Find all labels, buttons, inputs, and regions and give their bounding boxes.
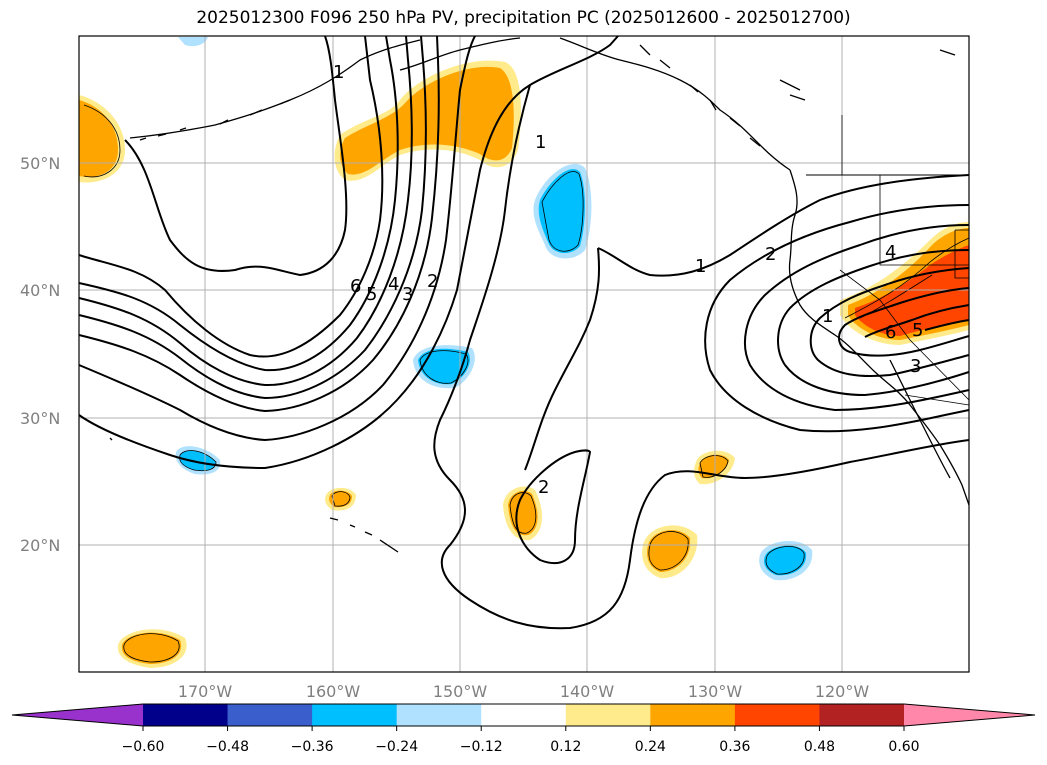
colorbar-tick-label: 0.12 (550, 739, 581, 755)
coastlines (109, 37, 970, 553)
colorbar-cell (312, 704, 398, 726)
contour-label: 6 (885, 322, 896, 343)
colorbar-extend-right (904, 704, 1035, 726)
contour-label: 4 (885, 242, 896, 263)
contour-label: 2 (538, 477, 549, 498)
precip-patch-negative (538, 169, 585, 254)
colorbar-cell (650, 704, 736, 726)
precip-shading (79, 37, 970, 668)
lat-label: 40°N (20, 281, 60, 300)
lat-label: 30°N (20, 409, 60, 428)
contour-labels: 1 1 6 5 4 3 2 1 2 4 1 6 5 3 2 (333, 62, 923, 498)
map-frame (78, 35, 970, 673)
precip-patch-positive (508, 490, 538, 536)
colorbar-tick-label: 0.48 (804, 739, 835, 755)
contour-label: 2 (765, 244, 776, 265)
colorbar-cell (481, 704, 567, 726)
colorbar-extend-left (12, 704, 143, 726)
colorbar-cell (396, 704, 482, 726)
contour-label: 2 (427, 271, 438, 292)
colorbar-tick-label: −0.48 (206, 739, 249, 755)
lon-label: 160°W (306, 682, 361, 701)
contour-label: 5 (912, 320, 923, 341)
contour-label: 1 (535, 132, 546, 153)
lat-label: 20°N (20, 536, 60, 555)
contour-label: 1 (822, 306, 833, 327)
colorbar-tick-label: −0.12 (460, 739, 503, 755)
colorbar-cell (565, 704, 651, 726)
contour-label: 1 (333, 62, 344, 83)
precip-patch-negative (178, 37, 208, 47)
lat-label: 50°N (20, 154, 60, 173)
lon-label: 140°W (560, 682, 615, 701)
colorbar: −0.60 −0.48 −0.36 −0.24 −0.12 0.12 0.24 0.36 0.4… (11, 703, 1036, 755)
colorbar-tick-label: 0.24 (635, 739, 666, 755)
colorbar-tick-label: 0.36 (719, 739, 750, 755)
contour-label: 6 (350, 276, 361, 297)
lon-label: 150°W (433, 682, 488, 701)
colorbar-cell (819, 704, 905, 726)
lon-label: 120°W (815, 682, 870, 701)
colorbar-tick-label: 0.60 (888, 739, 919, 755)
colorbar-tick-label: −0.24 (375, 739, 418, 755)
precip-patch-positive (340, 66, 514, 175)
colorbar-tick-label: −0.36 (291, 739, 334, 755)
precip-patch-positive (329, 490, 352, 508)
precip-patch-positive (647, 530, 691, 572)
pv-contours (78, 35, 970, 630)
lon-label: 170°W (178, 682, 233, 701)
graticule (79, 36, 969, 672)
contour-label: 5 (366, 284, 377, 305)
contour-label: 1 (695, 256, 706, 277)
map-title: 2025012300 F096 250 hPa PV, precipitatio… (196, 8, 851, 28)
contour-label: 3 (402, 284, 413, 305)
precip-patch-positive (79, 100, 118, 177)
colorbar-cell (227, 704, 313, 726)
colorbar-cell (734, 704, 820, 726)
colorbar-tick-label: −0.60 (122, 739, 165, 755)
lat-labels: 50°N 40°N 30°N 20°N (20, 154, 60, 555)
lon-label: 130°W (688, 682, 743, 701)
colorbar-cell (143, 704, 229, 726)
precip-patch-negative (418, 348, 470, 385)
precip-patch-negative (764, 545, 807, 576)
precip-patch-negative (179, 450, 216, 471)
contour-label: 4 (388, 274, 399, 295)
precip-patch-positive (121, 632, 182, 664)
contour-label: 3 (910, 356, 921, 377)
lon-labels: 170°W 160°W 150°W 140°W 130°W 120°W (178, 682, 870, 701)
